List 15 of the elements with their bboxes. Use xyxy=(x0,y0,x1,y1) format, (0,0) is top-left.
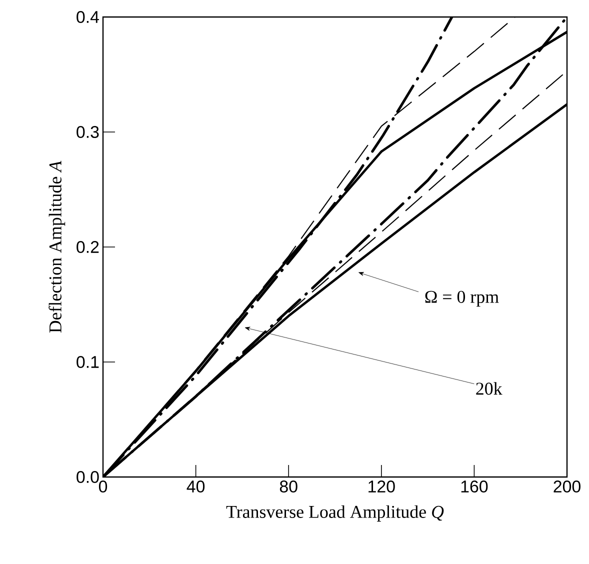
x-tick-label: 120 xyxy=(368,480,395,493)
y-axis-title: Deflection Amplitude A xyxy=(48,160,66,333)
annotation: 20k xyxy=(476,382,502,395)
y-tick-label: 0.0 xyxy=(76,470,99,483)
annotation: Ω = 0 rpm xyxy=(425,290,499,307)
y-tick-label: 0.4 xyxy=(76,10,99,23)
x-tick-label: 40 xyxy=(186,480,205,493)
x-tick-label: 0 xyxy=(98,480,108,493)
y-tick-label: 0.3 xyxy=(76,126,99,138)
x-tick-label: 160 xyxy=(461,480,488,493)
x-tick-label: 80 xyxy=(280,480,298,493)
x-tick-label: 200 xyxy=(554,480,580,493)
y-tick-label: 0.2 xyxy=(76,240,99,253)
y-tick-label: 0.1 xyxy=(76,356,99,368)
x-axis-title: Transverse Load Amplitude Q xyxy=(226,505,444,522)
